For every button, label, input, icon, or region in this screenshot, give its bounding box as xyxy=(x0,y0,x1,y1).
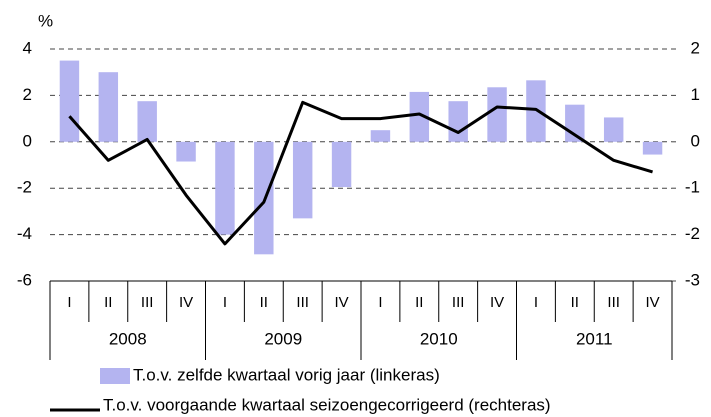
bar xyxy=(409,91,430,142)
x-tick-label: III xyxy=(607,294,620,311)
y2-tick-label: -2 xyxy=(685,224,700,243)
x-tick-label: IV xyxy=(645,294,659,311)
x-tick-label: III xyxy=(296,294,309,311)
x-tick-label: II xyxy=(104,294,112,311)
x-group-label: 2010 xyxy=(420,329,458,348)
y-tick-label: -2 xyxy=(17,178,32,197)
bar xyxy=(137,101,157,142)
y-axis-label: % xyxy=(38,11,53,30)
x-tick-label: I xyxy=(378,294,382,311)
bar xyxy=(642,141,663,155)
bar xyxy=(487,87,507,142)
y-tick-label: 2 xyxy=(23,85,32,104)
x-tick-label: III xyxy=(452,294,465,311)
bar xyxy=(176,141,196,162)
x-tick-label: III xyxy=(141,294,154,311)
legend-label: T.o.v. zelfde kwartaal vorig jaar (linke… xyxy=(133,365,440,384)
y-tick-label: -6 xyxy=(17,270,32,289)
x-tick-label: II xyxy=(415,294,423,311)
y-tick-label: 0 xyxy=(23,131,32,150)
y2-tick-label: 0 xyxy=(691,131,700,150)
y2-tick-label: -3 xyxy=(685,270,700,289)
line xyxy=(68,100,653,246)
bar xyxy=(59,60,80,142)
bar xyxy=(448,101,468,142)
y2-tick-label: 1 xyxy=(691,85,700,104)
bar xyxy=(215,141,235,235)
legend-label: T.o.v. voorgaande kwartaal seizoengecorr… xyxy=(103,395,551,414)
x-tick-label: IV xyxy=(179,294,193,311)
x-tick-label: II xyxy=(260,294,268,311)
bar xyxy=(331,141,352,188)
bar xyxy=(292,141,313,219)
bar xyxy=(98,72,119,142)
legend-swatch xyxy=(100,368,130,384)
bar xyxy=(603,117,624,142)
y-tick-label: -4 xyxy=(17,224,32,243)
x-tick-label: I xyxy=(223,294,227,311)
x-tick-label: I xyxy=(534,294,538,311)
x-tick-label: II xyxy=(571,294,579,311)
x-tick-label: IV xyxy=(490,294,504,311)
x-tick-label: I xyxy=(67,294,71,311)
y-tick-label: 4 xyxy=(23,38,32,57)
bar xyxy=(370,130,391,142)
x-tick-label: IV xyxy=(334,294,348,311)
y2-tick-label: 2 xyxy=(691,38,700,57)
x-group-label: 2009 xyxy=(264,329,302,348)
y2-tick-label: -1 xyxy=(685,178,700,197)
x-group-label: 2008 xyxy=(109,329,147,348)
x-group-label: 2011 xyxy=(576,329,613,348)
